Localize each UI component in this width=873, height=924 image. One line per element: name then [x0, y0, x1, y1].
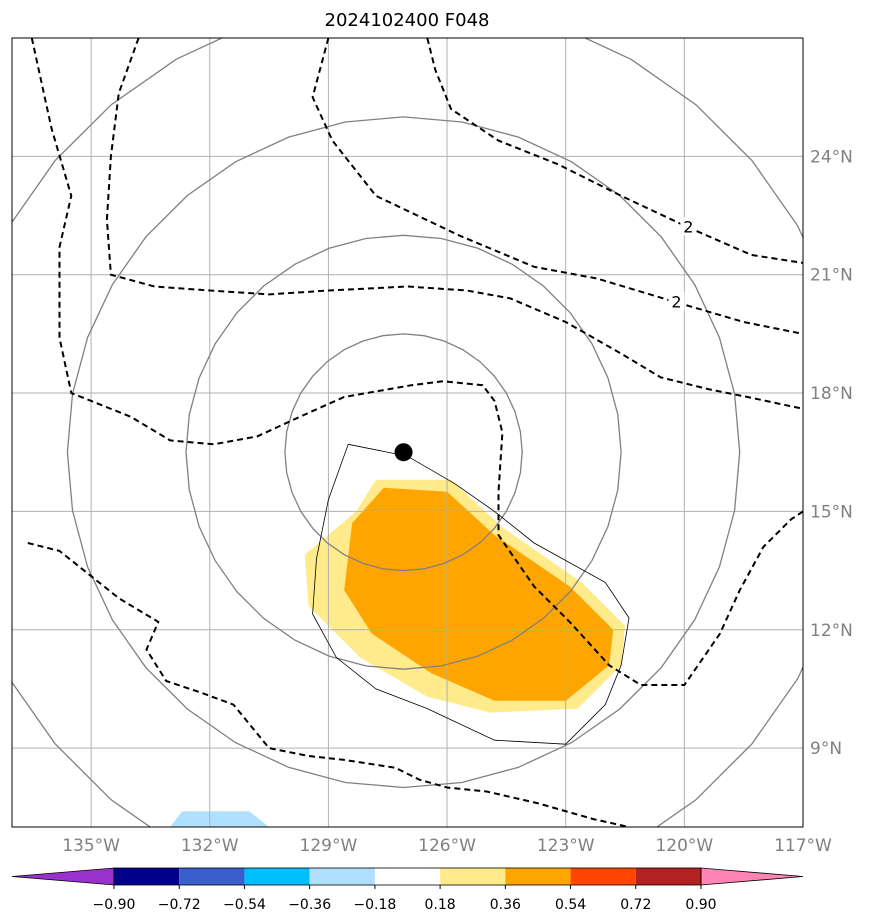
- colorbar-segment-7: [570, 868, 636, 885]
- lon-label-0: 135°W: [62, 836, 120, 856]
- longitude-labels: 135°W 132°W 129°W 126°W 123°W 120°W 117°W: [62, 836, 832, 856]
- colorbar-label-3: −0.36: [288, 897, 331, 913]
- lat-label-3: 18°N: [810, 384, 853, 404]
- colorbar-segment-3: [309, 868, 375, 885]
- lon-label-2: 129°W: [300, 836, 358, 856]
- range-circle-2: [66, 116, 741, 789]
- lon-label-4: 123°W: [537, 836, 595, 856]
- lat-label-2: 15°N: [810, 502, 853, 522]
- colorbar-label-9: 0.90: [685, 897, 716, 913]
- map-frame: [11, 37, 804, 828]
- range-circle-3: [12, 38, 803, 827]
- colorbar-segment-6: [505, 868, 571, 885]
- colorbar-segment-2: [244, 868, 310, 885]
- map-plot-area: 22: [12, 38, 803, 827]
- lon-label-5: 120°W: [655, 836, 713, 856]
- fill-region-1: [344, 487, 614, 701]
- colorbar-frame: [113, 867, 702, 886]
- colorbar-label-5: 0.18: [425, 897, 456, 913]
- colorbar-label-7: 0.54: [555, 897, 586, 913]
- dashed-contour-4: [426, 38, 803, 264]
- dashed-contour-0: [27, 542, 630, 827]
- lat-label-0: 9°N: [810, 739, 842, 759]
- lon-label-3: 126°W: [418, 836, 476, 856]
- contour-label-bg-4: [680, 217, 697, 236]
- colorbar-label-0: −0.90: [93, 897, 136, 913]
- colorbar-extend-low: [11, 867, 115, 886]
- colorbar: −0.90 −0.72 −0.54 −0.36 −0.18 0.18 0.36 0.54 0.7…: [11, 867, 804, 913]
- colorbar-segment-5: [440, 868, 506, 885]
- contour-label-3: 2: [671, 292, 681, 311]
- dashed-contour-2: [105, 38, 803, 410]
- range-circle-1: [185, 234, 622, 670]
- lat-label-5: 24°N: [810, 147, 853, 167]
- latitude-labels: 9°N 12°N 15°N 18°N 21°N 24°N: [810, 147, 853, 759]
- colorbar-segment-4: [374, 868, 441, 885]
- colorbar-label-1: −0.72: [158, 897, 201, 913]
- dashed-contour-3: [311, 38, 803, 335]
- lon-label-1: 132°W: [181, 836, 239, 856]
- fill-region-2: [170, 811, 270, 827]
- contour-label-4: 2: [683, 217, 693, 236]
- range-circle-0: [284, 333, 523, 572]
- chart-title: 2024102400 F048: [325, 10, 490, 31]
- lat-label-4: 21°N: [810, 266, 853, 286]
- colorbar-label-8: 0.72: [620, 897, 651, 913]
- colorbar-label-6: 0.36: [490, 897, 521, 913]
- lon-label-6: 117°W: [774, 836, 832, 856]
- dashed-contour-1: [30, 38, 803, 686]
- colorbar-segment-0: [114, 868, 180, 885]
- solid-contour: [312, 443, 630, 745]
- colorbar-segment-8: [635, 868, 701, 885]
- colorbar-segment-1: [179, 868, 245, 885]
- center-marker: [394, 443, 413, 462]
- colorbar-label-4: −0.18: [353, 897, 396, 913]
- contour-label-bg-3: [668, 292, 685, 311]
- colorbar-label-2: −0.54: [223, 897, 266, 913]
- colorbar-extend-high: [700, 867, 804, 886]
- lat-label-1: 12°N: [810, 621, 853, 641]
